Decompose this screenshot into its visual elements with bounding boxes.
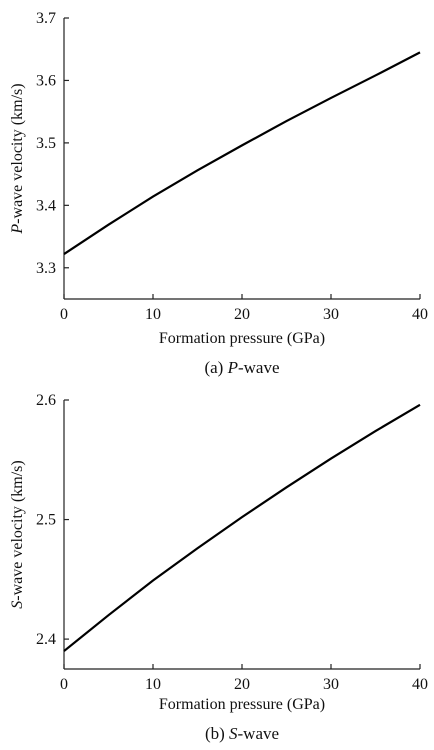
panel-b-x-ticks: 0 10 20 30 40 (60, 664, 428, 693)
panel-a-x-tick-label: 20 (234, 306, 250, 323)
panel-a-y-axis-label-italic: P (9, 224, 26, 235)
panel-b-caption-prefix: (b) (205, 724, 229, 743)
panel-a-p-wave: 0 10 20 30 40 3.3 3.4 3.5 3.6 3.7 Formation pres… (9, 10, 428, 377)
panel-b-y-axis-label-italic: S (9, 601, 26, 609)
panel-a-y-tick-label: 3.6 (36, 72, 56, 89)
panel-b-x-tick-label: 10 (145, 676, 161, 693)
panel-b-y-axis-label: S-wave velocity (km/s) (9, 460, 26, 608)
panel-a-caption-italic: P (227, 358, 238, 377)
panel-b-caption-suffix: -wave (238, 724, 280, 743)
panel-a-y-tick-label: 3.7 (36, 10, 56, 27)
panel-b-y-tick-label: 2.5 (36, 512, 56, 529)
panel-b-x-axis-label: Formation pressure (GPa) (159, 696, 325, 713)
panel-a-x-tick-label: 30 (323, 306, 339, 323)
panel-b-y-tick-label: 2.4 (36, 631, 56, 648)
panel-a-y-axis-label: P-wave velocity (km/s) (9, 83, 26, 234)
panel-b-y-ticks: 2.4 2.5 2.6 (36, 392, 69, 648)
panel-a-velocity-curve (63, 51, 421, 255)
panel-a-x-tick-label: 40 (412, 306, 428, 323)
panel-a-y-axis-label-rest: -wave velocity (km/s) (9, 83, 26, 223)
panel-a-caption-prefix: (a) (204, 358, 227, 377)
panel-a-x-tick-label: 10 (145, 306, 161, 323)
panel-b-caption-italic: S (229, 724, 238, 743)
panel-a-caption: (a) P-wave (204, 358, 279, 377)
panel-b-y-tick-label: 2.6 (36, 392, 56, 409)
panel-a-x-axis-label: Formation pressure (GPa) (159, 330, 325, 347)
panel-a-axes (63, 18, 420, 300)
panel-a-y-ticks: 3.3 3.4 3.5 3.6 3.7 (36, 10, 69, 277)
panel-b-x-tick-label: 20 (234, 676, 250, 693)
panel-a-caption-suffix: -wave (238, 358, 280, 377)
panel-b-x-tick-label: 30 (323, 676, 339, 693)
panel-b-velocity-curve (63, 403, 421, 652)
panel-a-y-tick-label: 3.3 (36, 260, 56, 277)
panel-a-x-tick-label: 0 (60, 306, 68, 323)
panel-b-s-wave: 0 10 20 30 40 2.4 2.5 2.6 Formation pressure (… (9, 392, 428, 743)
panel-b-x-tick-label: 40 (412, 676, 428, 693)
panel-b-y-axis-label-rest: -wave velocity (km/s) (9, 460, 26, 600)
panel-b-series (63, 403, 421, 652)
panel-a-y-tick-label: 3.5 (36, 135, 56, 152)
panel-b-axes (63, 400, 420, 670)
panel-a-x-ticks: 0 10 20 30 40 (60, 294, 428, 323)
panel-a-y-tick-label: 3.4 (36, 197, 56, 214)
panel-a-series (63, 51, 421, 255)
panel-b-x-tick-label: 0 (60, 676, 68, 693)
panel-b-caption: (b) S-wave (205, 724, 279, 743)
